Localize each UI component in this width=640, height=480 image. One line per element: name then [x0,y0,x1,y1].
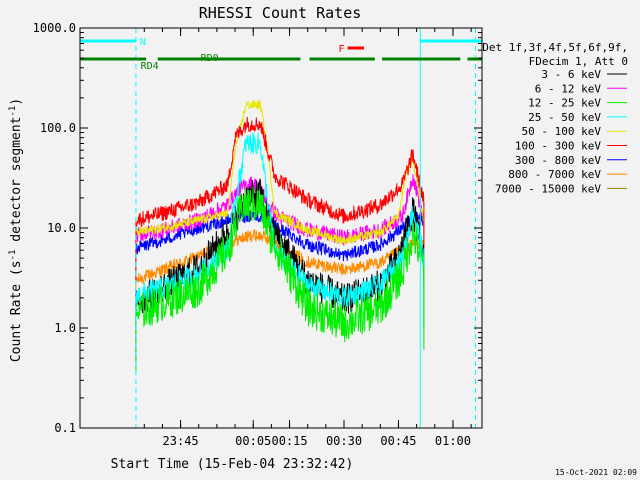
status-bar-label-2: F [339,44,345,55]
series-line-5 [135,178,425,314]
x-tick-label-1: 00:05 [235,434,271,448]
series-line-7 [135,186,425,343]
legend-header-1: FDecim 1, Att 0 [529,55,628,68]
status-bar-label-0: N [140,37,146,48]
series-line-3 [135,99,425,246]
legend: Det 1f,3f,4f,5f,6f,9f,FDecim 1, Att 03 -… [482,41,628,195]
series-line-4 [135,116,425,228]
legend-header-0: Det 1f,3f,4f,5f,6f,9f, [482,41,628,54]
generation-timestamp: 15-Oct-2021 02:09 [555,468,637,477]
legend-entry-label-8: 7000 - 15000 keV [495,182,601,195]
legend-entry-label-3: 25 - 50 keV [528,111,601,124]
legend-entry-label-7: 800 - 7000 keV [508,168,601,181]
x-tick-label-3: 00:30 [326,434,362,448]
legend-entry-label-1: 6 - 12 keV [535,82,602,95]
chart-title: RHESSI Count Rates [199,4,362,22]
axes: 0.1 1.0 10.0 100.0 1000.0 23:45 00:05 00:15 00:3… [33,21,483,448]
legend-entry-label-4: 50 - 100 keV [522,125,602,138]
series-line-1 [135,209,425,262]
y-tick-label-0: 0.1 [54,421,76,435]
x-tick-label-2: 00:15 [271,434,307,448]
legend-entry-label-0: 3 - 6 keV [541,68,601,81]
bar-label-0: RD0 [201,53,219,64]
x-tick-label-5: 01:00 [435,434,471,448]
x-axis-label: Start Time (15-Feb-04 23:32:42) [111,457,354,472]
y-tick-label-4: 1000.0 [33,21,76,35]
legend-entry-label-2: 12 - 25 keV [528,97,601,110]
y-axis-label: Count Rate (s-1 detector segment-1) [8,98,24,362]
x-tick-label-0: 23:45 [163,434,199,448]
y-tick-label-3: 100.0 [40,121,76,135]
y-tick-label-1: 1.0 [54,321,76,335]
legend-entry-label-6: 300 - 800 keV [515,154,601,167]
legend-entry-label-5: 100 - 300 keV [515,140,601,153]
bar-label-1: RD4 [141,61,159,72]
y-tick-label-2: 10.0 [47,221,76,235]
x-tick-label-4: 00:45 [380,434,416,448]
